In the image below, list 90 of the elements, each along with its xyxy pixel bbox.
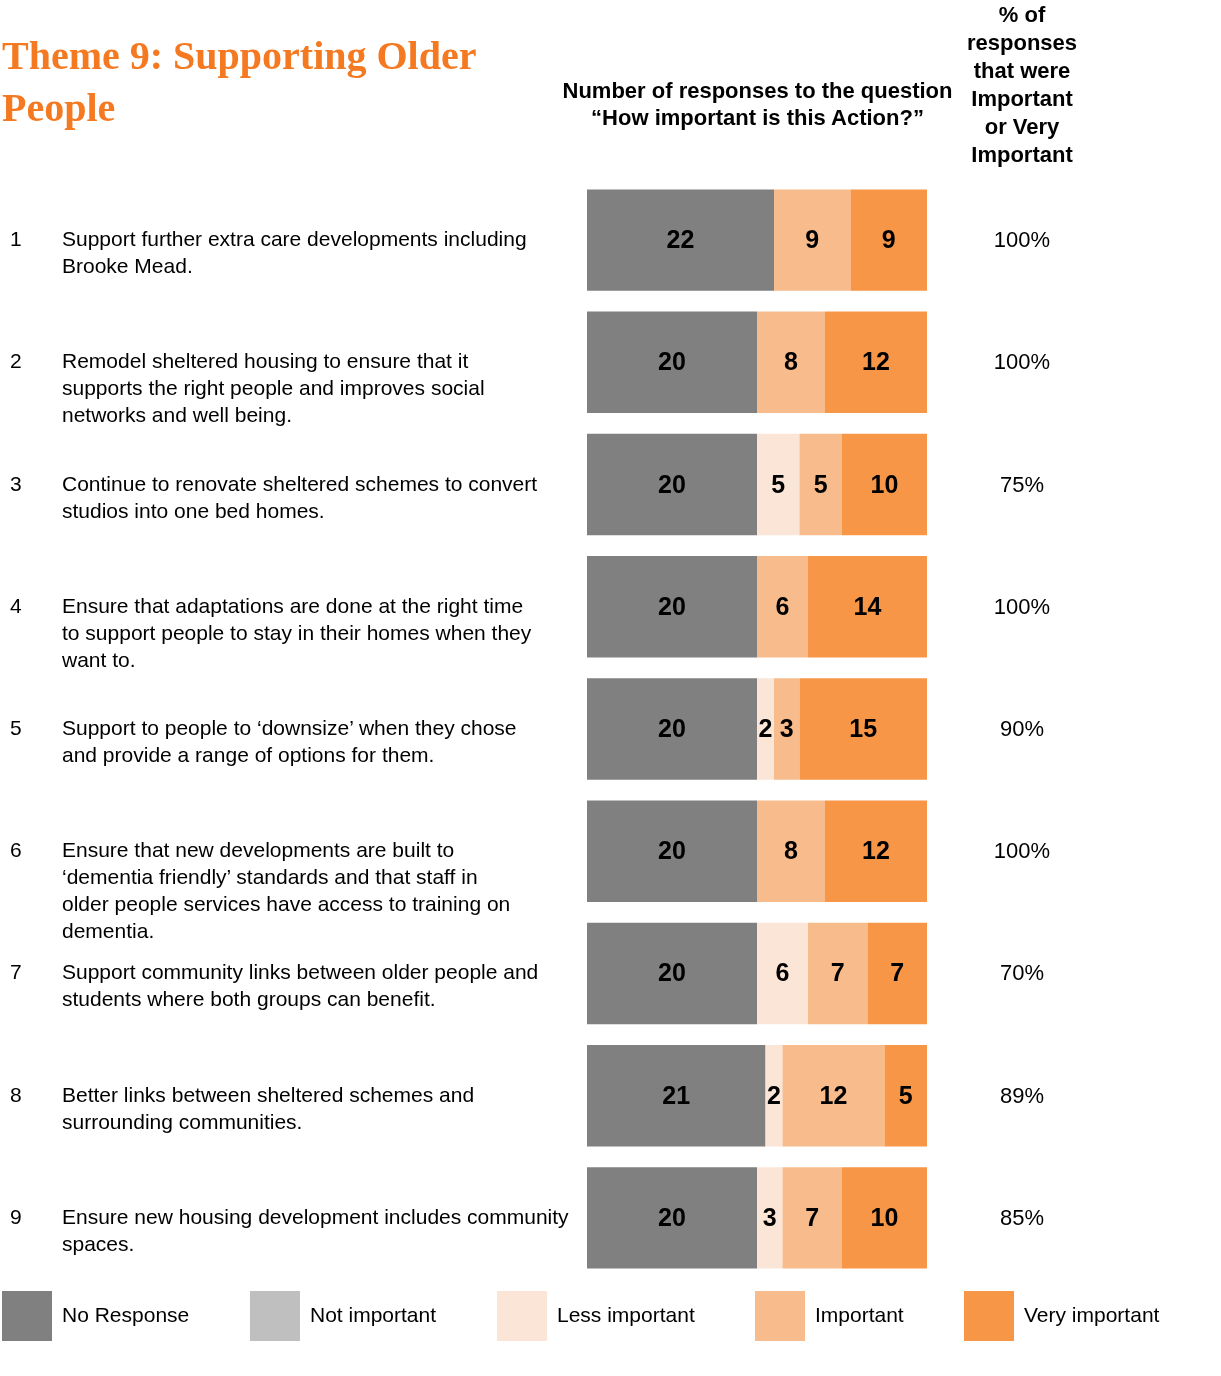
data-label: 7 (890, 958, 905, 987)
bar (757, 678, 774, 780)
category-label: 5 Support to people to ‘downsize’ when they chose and provide a range of options for them. (10, 716, 517, 766)
bar (782, 1167, 842, 1269)
text: 100% (993, 349, 1051, 375)
text: 100% (993, 593, 1051, 619)
data-label: 10 (870, 1202, 899, 1231)
bar (765, 1044, 783, 1147)
bar (587, 1167, 757, 1269)
bar (782, 1044, 885, 1147)
text: 100% (993, 227, 1051, 253)
data-label: 3 (762, 1202, 777, 1231)
data-label: 20 (658, 836, 686, 865)
data-label: 20 (658, 1202, 686, 1231)
category-label: 8 Better links between sheltered schemes and surrounding communities. (10, 1082, 475, 1133)
bar (587, 311, 757, 414)
data-label: 5 (771, 469, 786, 498)
data-label: 3 (779, 714, 794, 742)
bar (757, 311, 825, 414)
data-label: 6 (775, 958, 790, 987)
x-axis-title: Number of responses to the question “How important is this Action?” (562, 77, 953, 130)
data-label: 20 (658, 347, 686, 376)
data-label: 2 (758, 714, 773, 742)
text: 89% (999, 1082, 1045, 1108)
bar (587, 433, 757, 536)
data-label: 2 (767, 1080, 781, 1109)
data-label: 9 (881, 225, 896, 254)
bar (774, 678, 800, 780)
bar (825, 311, 927, 414)
category-label: 4 Ensure that adaptations are done at the right time to support people to stay in their homes when they want to. (10, 593, 532, 671)
data-label: 12 (862, 347, 890, 376)
bar (587, 1044, 766, 1147)
bar (587, 556, 757, 658)
data-label: 6 (775, 591, 790, 620)
bar (842, 433, 927, 536)
data-label: 5 (813, 469, 828, 498)
bar (757, 922, 808, 1025)
data-label: 7 (805, 1202, 820, 1231)
bar (774, 189, 851, 291)
category-label: 6 Ensure that new developments are built to ‘dementia friendly’ standards and that staff in older people services have access to training on dementia. (10, 838, 511, 943)
legend-label: Less important (557, 1303, 695, 1326)
bar (867, 922, 927, 1025)
bar (842, 1167, 927, 1269)
data-label: 20 (658, 714, 686, 742)
bar (757, 800, 825, 902)
data-label: 10 (870, 469, 899, 498)
data-label: 21 (662, 1080, 691, 1109)
bar (884, 1044, 927, 1147)
legend-label: Important (815, 1303, 904, 1326)
text: 75% (999, 471, 1045, 497)
legend-label: Very important (1024, 1303, 1160, 1326)
bar (587, 678, 757, 780)
data-label: 20 (658, 591, 686, 620)
legend-label: No Response (62, 1303, 190, 1326)
data-label: 15 (849, 714, 878, 742)
bar (757, 556, 808, 658)
bar (587, 922, 757, 1025)
bar (757, 1167, 783, 1269)
bar (825, 800, 927, 902)
text: 90% (999, 716, 1045, 741)
bar (808, 922, 868, 1025)
data-label: 20 (658, 958, 686, 987)
bar (587, 189, 774, 291)
data-label: 7 (830, 958, 845, 987)
bar (808, 556, 927, 658)
category-label: 9 Ensure new housing development includes community spaces. (10, 1204, 569, 1255)
text: 100% (993, 838, 1051, 864)
text: 85% (999, 1204, 1045, 1230)
category-label: 7 Support community links between older people and students where both groups can benefit. (10, 960, 539, 1011)
category-label: 2 Remodel sheltered housing to ensure that it supports the right people and improves social networks and well being. (10, 349, 485, 427)
bar (587, 800, 757, 902)
category-label: 1 Support further extra care developments including Brooke Mead. (10, 227, 527, 278)
data-label: 9 (805, 225, 820, 254)
data-label: 14 (853, 591, 882, 620)
data-label: 8 (784, 836, 799, 865)
data-label: 12 (862, 836, 890, 865)
bar (799, 433, 842, 536)
data-label: 20 (658, 469, 686, 498)
category-label: 3 Continue to renovate sheltered schemes to convert studios into one bed homes. (10, 471, 538, 522)
data-label: 5 (898, 1080, 913, 1109)
bar (850, 189, 927, 291)
text: % of responses that were Important or Very Important (966, 2, 1078, 167)
data-label: 22 (666, 225, 695, 254)
bar (757, 433, 800, 536)
data-label: 8 (784, 347, 799, 376)
text: 70% (999, 960, 1045, 986)
data-label: 12 (819, 1080, 848, 1109)
text: Theme 9: Supporting Older People (2, 33, 477, 130)
bar (799, 678, 927, 780)
legend-label: Not important (310, 1303, 437, 1326)
